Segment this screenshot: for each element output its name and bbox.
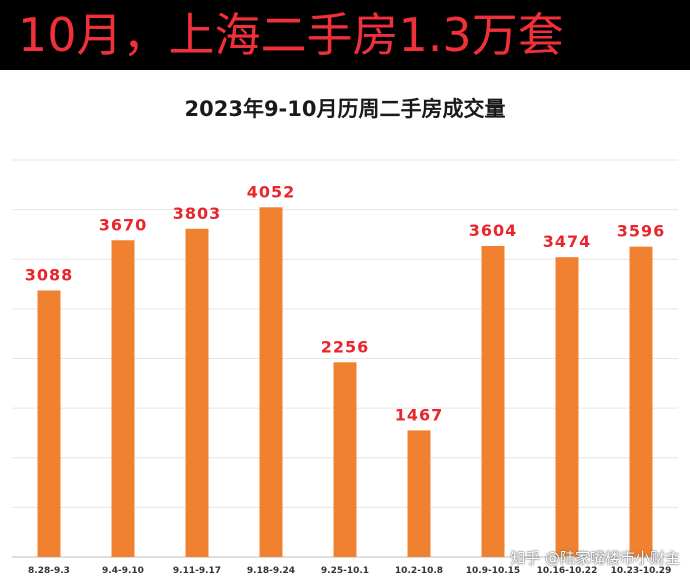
bar-9.4-9.10: [111, 240, 135, 557]
bar-10.9-10.15: [481, 245, 505, 557]
chart-title: 2023年9-10月历周二手房成交量: [185, 97, 506, 121]
bar-8.28-9.3: [37, 290, 61, 557]
bar-10.2-10.8: [407, 430, 431, 557]
x-tick-label: 8.28-9.3: [28, 566, 70, 576]
watermark: 知乎 @陆家嘴楼市小财主: [510, 549, 680, 567]
bar-9.18-9.24: [259, 207, 283, 557]
data-label: 3670: [99, 215, 148, 234]
bar-chart: 2023年9-10月历周二手房成交量 3088 3670 3803 4052 2256 1…: [12, 97, 678, 576]
x-tick-label: 10.2-10.8: [395, 566, 443, 576]
bar-10.23-10.29: [629, 246, 653, 557]
x-tick-label: 9.4-9.10: [102, 566, 144, 576]
x-tick-label: 10.16-10.22: [537, 566, 598, 576]
header-banner: 10月，上海二手房1.3万套: [0, 0, 690, 70]
bar-10.16-10.22: [555, 257, 579, 557]
data-label: 3803: [173, 204, 222, 223]
data-label: 2256: [321, 337, 370, 356]
x-tick-label: 9.25-10.1: [321, 566, 369, 576]
banner-title: 10月，上海二手房1.3万套: [18, 8, 564, 62]
data-label: 3088: [25, 265, 74, 284]
bar-9.11-9.17: [185, 228, 209, 558]
x-tick-label: 9.18-9.24: [247, 566, 295, 576]
data-label: 4052: [247, 182, 296, 201]
x-tick-label: 10.23-10.29: [611, 566, 672, 576]
data-label: 3604: [469, 221, 518, 240]
x-tick-label: 10.9-10.15: [466, 566, 520, 576]
bar-9.25-10.1: [333, 362, 357, 557]
data-label: 3596: [617, 222, 666, 241]
data-label: 3474: [543, 232, 592, 251]
data-label: 1467: [395, 405, 444, 424]
x-tick-label: 9.11-9.17: [173, 566, 221, 576]
